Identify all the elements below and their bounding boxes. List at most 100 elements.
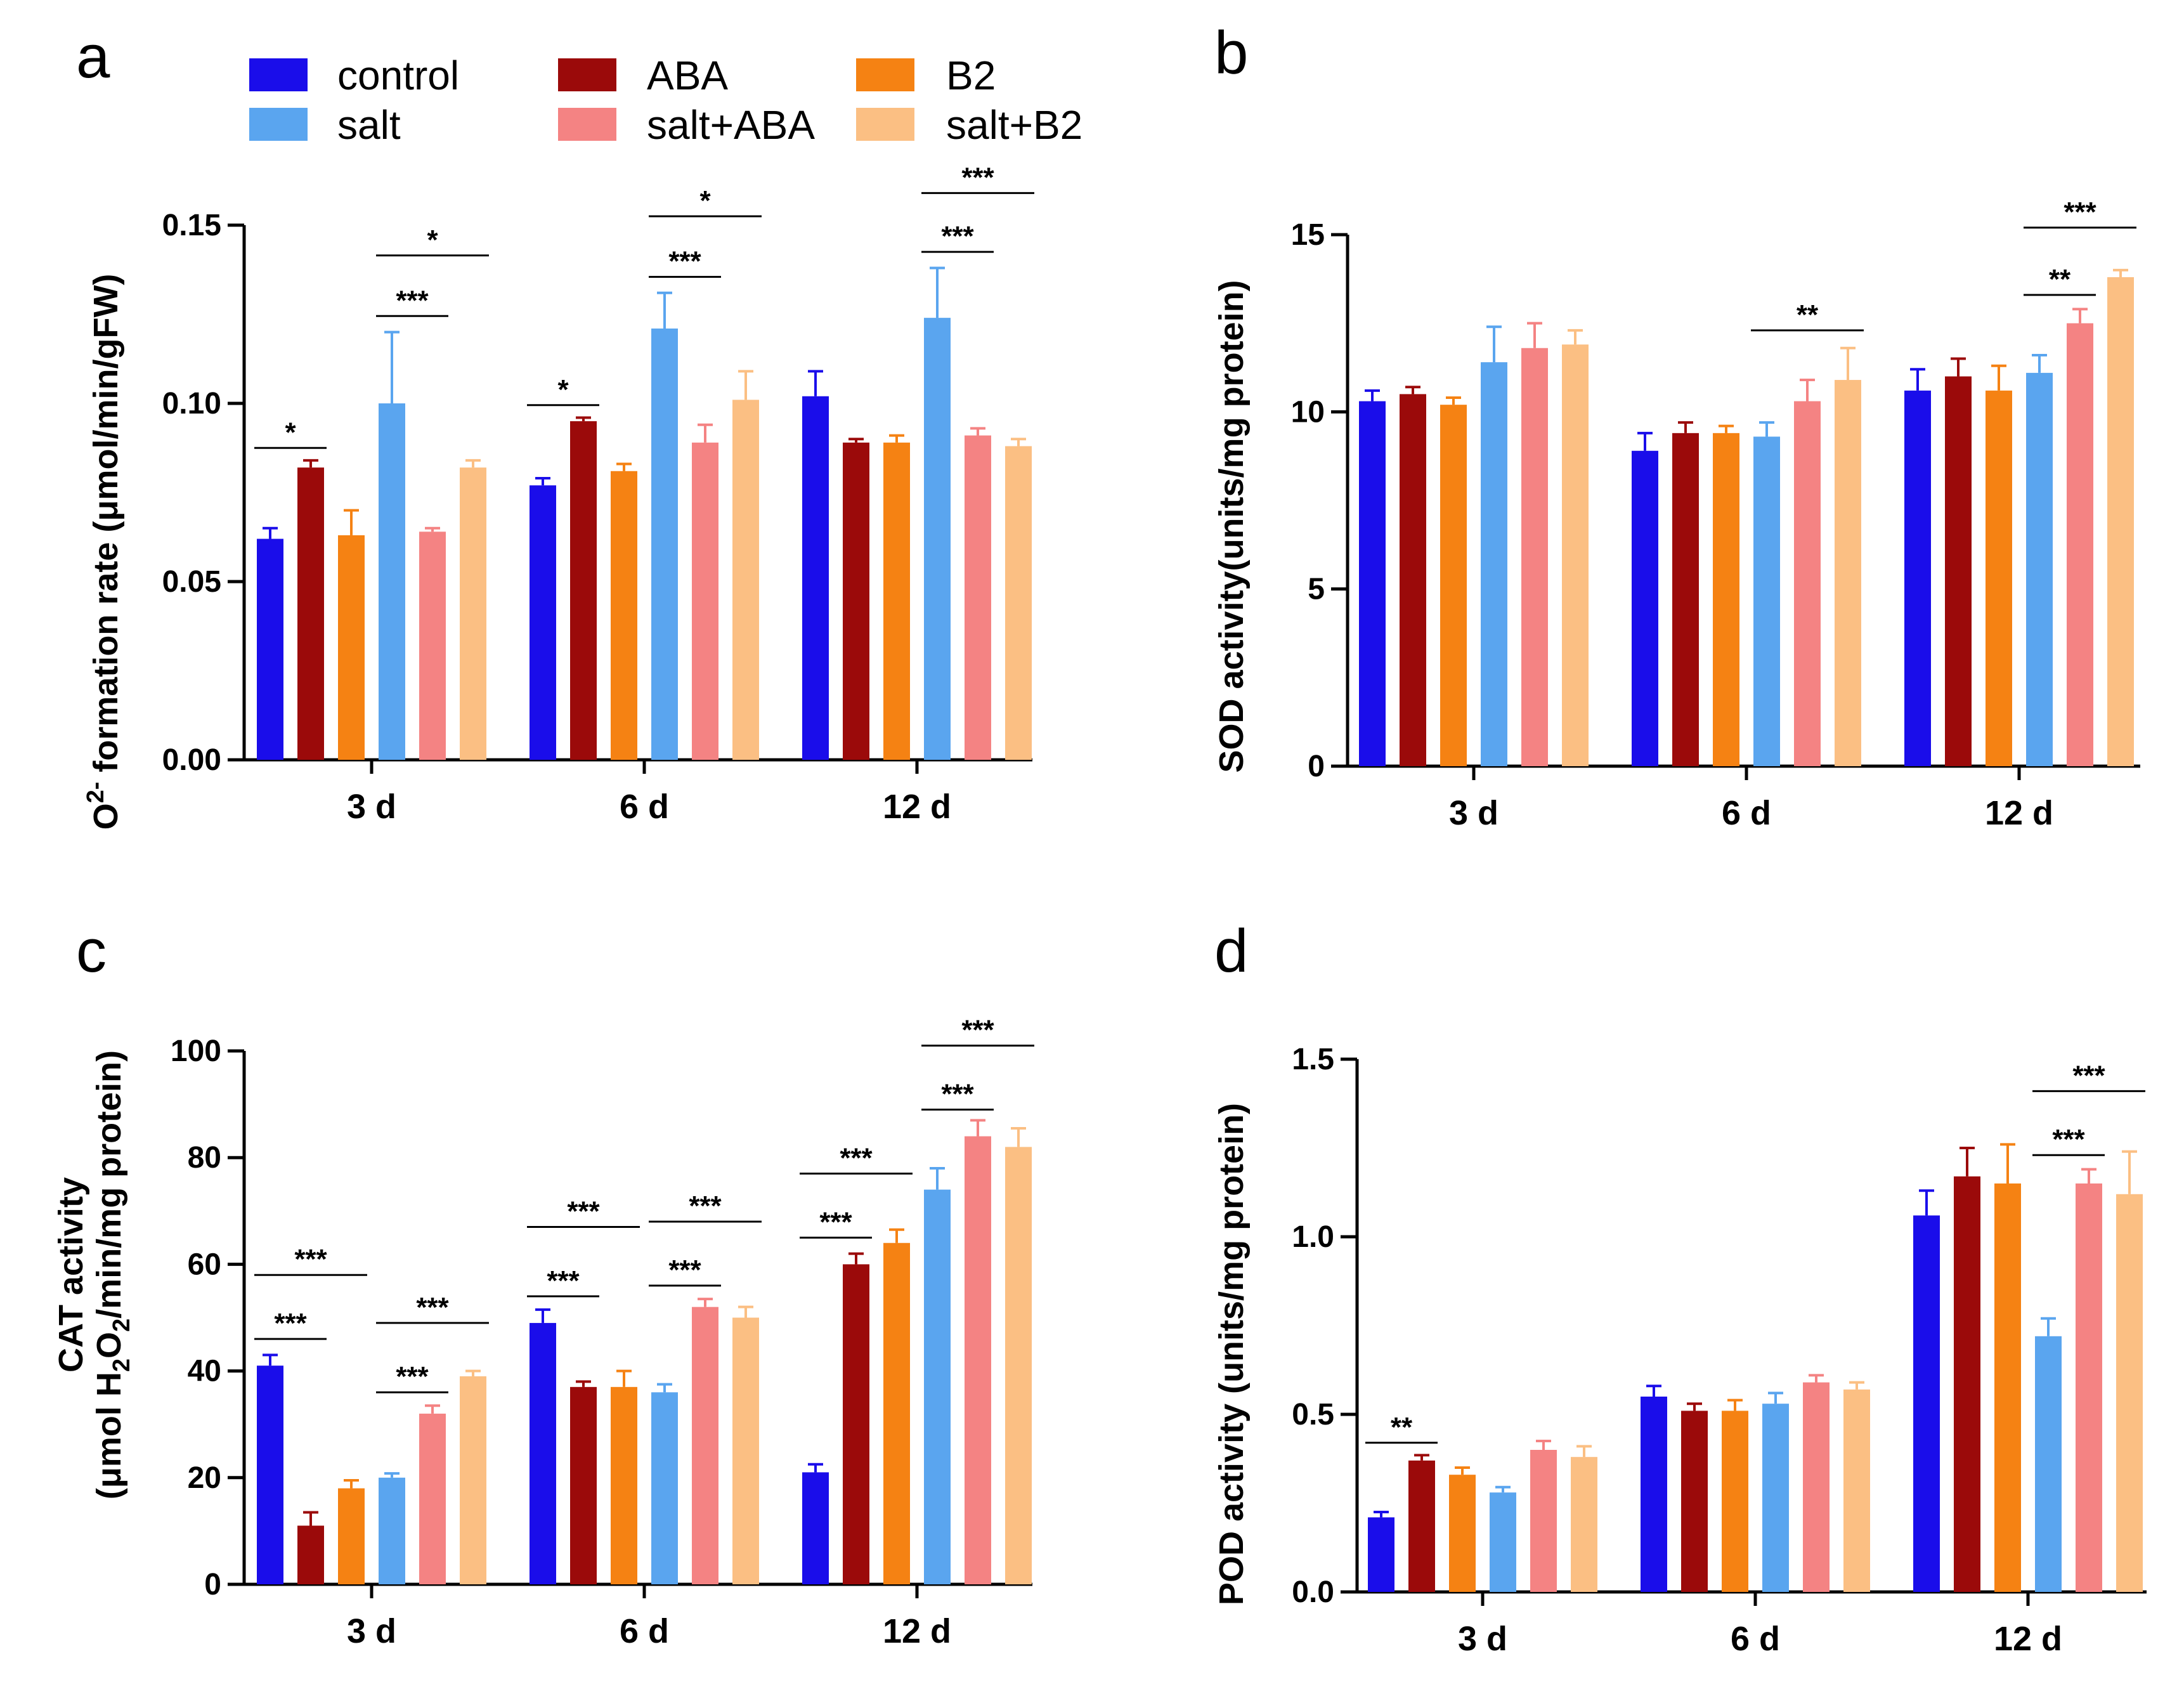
significance-label: *** (2072, 1060, 2105, 1091)
bar (965, 435, 991, 760)
x-tick-label: 12 d (883, 788, 951, 826)
bar (2076, 1183, 2102, 1592)
bar (2026, 372, 2053, 766)
significance-label: *** (819, 1206, 852, 1237)
legend-label-salt-b2: salt+B2 (946, 102, 1082, 148)
significance-label: ** (1797, 299, 1819, 330)
bar (611, 1386, 637, 1584)
bar (611, 471, 637, 760)
x-tick-label: 12 d (1985, 794, 2053, 832)
significance-label: * (557, 374, 569, 405)
x-tick-label: 3 d (1449, 794, 1498, 832)
bar (1835, 380, 1861, 766)
legend-label-aba: ABA (647, 53, 728, 98)
significance-label: * (699, 185, 711, 216)
x-tick-label: 12 d (883, 1612, 951, 1650)
legend-swatch-aba (558, 58, 616, 91)
significance-label: ** (1391, 1412, 1413, 1443)
significance-label: *** (396, 1361, 429, 1392)
significance-label: *** (416, 1292, 449, 1323)
bar (1986, 390, 2012, 766)
bar (460, 1376, 486, 1584)
bar (1681, 1411, 1708, 1592)
bar (570, 1386, 597, 1584)
y-tick-label: 5 (1308, 573, 1325, 606)
bar (924, 1189, 951, 1584)
y-tick-label: 0.0 (1292, 1575, 1334, 1609)
bar (1641, 1397, 1667, 1592)
bar (379, 1477, 405, 1584)
x-tick-label: 3 d (347, 1612, 396, 1650)
legend-swatch-salt-aba (558, 108, 616, 141)
significance-label: *** (961, 162, 994, 193)
bar (1632, 450, 1658, 766)
bar (1368, 1517, 1394, 1592)
y-tick-label: 20 (188, 1461, 221, 1495)
y-axis-title-d: POD activity (units/mg protein) (1212, 1103, 1251, 1605)
significance-label: *** (567, 1196, 600, 1227)
significance-label: ** (2049, 264, 2071, 295)
bar (570, 421, 597, 760)
bar (2116, 1194, 2143, 1592)
y-tick-label: 10 (1291, 395, 1325, 429)
bar (924, 318, 951, 760)
panel-label-a: a (76, 23, 110, 91)
bar (338, 535, 365, 760)
significance-label: *** (294, 1244, 327, 1275)
panel-label-c: c (76, 917, 107, 985)
bar (1672, 433, 1699, 766)
chart-c: 0 20 40 60 80 100 3 d 6 d 12 d *** *** *** *** *** ***… (171, 1015, 1034, 1650)
bar (1571, 1457, 1597, 1592)
bar (1005, 1147, 1032, 1584)
bar (1994, 1183, 2021, 1592)
bar (1490, 1492, 1516, 1592)
significance-label: *** (961, 1015, 994, 1046)
bar (843, 1264, 869, 1584)
panel-label-d: d (1214, 917, 1248, 985)
y-tick-label: 15 (1291, 218, 1325, 252)
y-axis-title-c-line2: (μmol H2O2/min/mg protein) (90, 1050, 135, 1499)
x-tick-label: 6 d (620, 788, 669, 826)
bar (1521, 348, 1548, 766)
y-tick-label: 100 (171, 1034, 221, 1068)
significance-label: *** (274, 1308, 307, 1339)
significance-label: * (285, 417, 296, 448)
bar (419, 531, 446, 760)
x-tick-label: 6 d (1722, 794, 1771, 832)
bar (2107, 277, 2134, 766)
legend: control salt ABA salt+ABA B2 salt+B2 (249, 53, 1082, 148)
bar (1440, 405, 1467, 766)
significance-label: *** (547, 1265, 580, 1296)
bar (651, 328, 678, 760)
significance-label: *** (396, 285, 429, 316)
x-tick-label: 6 d (1731, 1620, 1780, 1658)
bar (1904, 390, 1931, 766)
y-tick-label: 0.15 (162, 209, 221, 242)
legend-label-b2: B2 (946, 53, 996, 98)
bar (297, 1525, 324, 1584)
bar (802, 1472, 829, 1584)
significance-label: *** (668, 1255, 701, 1286)
x-tick-label: 3 d (1458, 1620, 1507, 1658)
bar (338, 1488, 365, 1584)
bar (1762, 1404, 1789, 1592)
bar (257, 538, 283, 760)
bar (1481, 362, 1507, 766)
significance-label: * (427, 225, 438, 256)
y-axis-title-b: SOD activity(units/mg protein) (1212, 280, 1251, 773)
bar (530, 1322, 556, 1584)
bar (732, 1317, 759, 1584)
y-tick-label: 0.10 (162, 387, 221, 420)
y-tick-label: 40 (188, 1355, 221, 1388)
legend-swatch-control (249, 58, 308, 91)
bar (883, 442, 910, 760)
legend-swatch-salt-b2 (856, 108, 914, 141)
bar (1562, 344, 1589, 766)
significance-label: *** (2064, 197, 2096, 228)
legend-label-salt-aba: salt+ABA (647, 102, 815, 148)
bar (1359, 401, 1386, 766)
bar (2067, 323, 2093, 767)
y-axis-title-a: O2- formation rate (μmol/min/gFW) (82, 274, 125, 830)
panel-label-b: b (1214, 19, 1248, 87)
